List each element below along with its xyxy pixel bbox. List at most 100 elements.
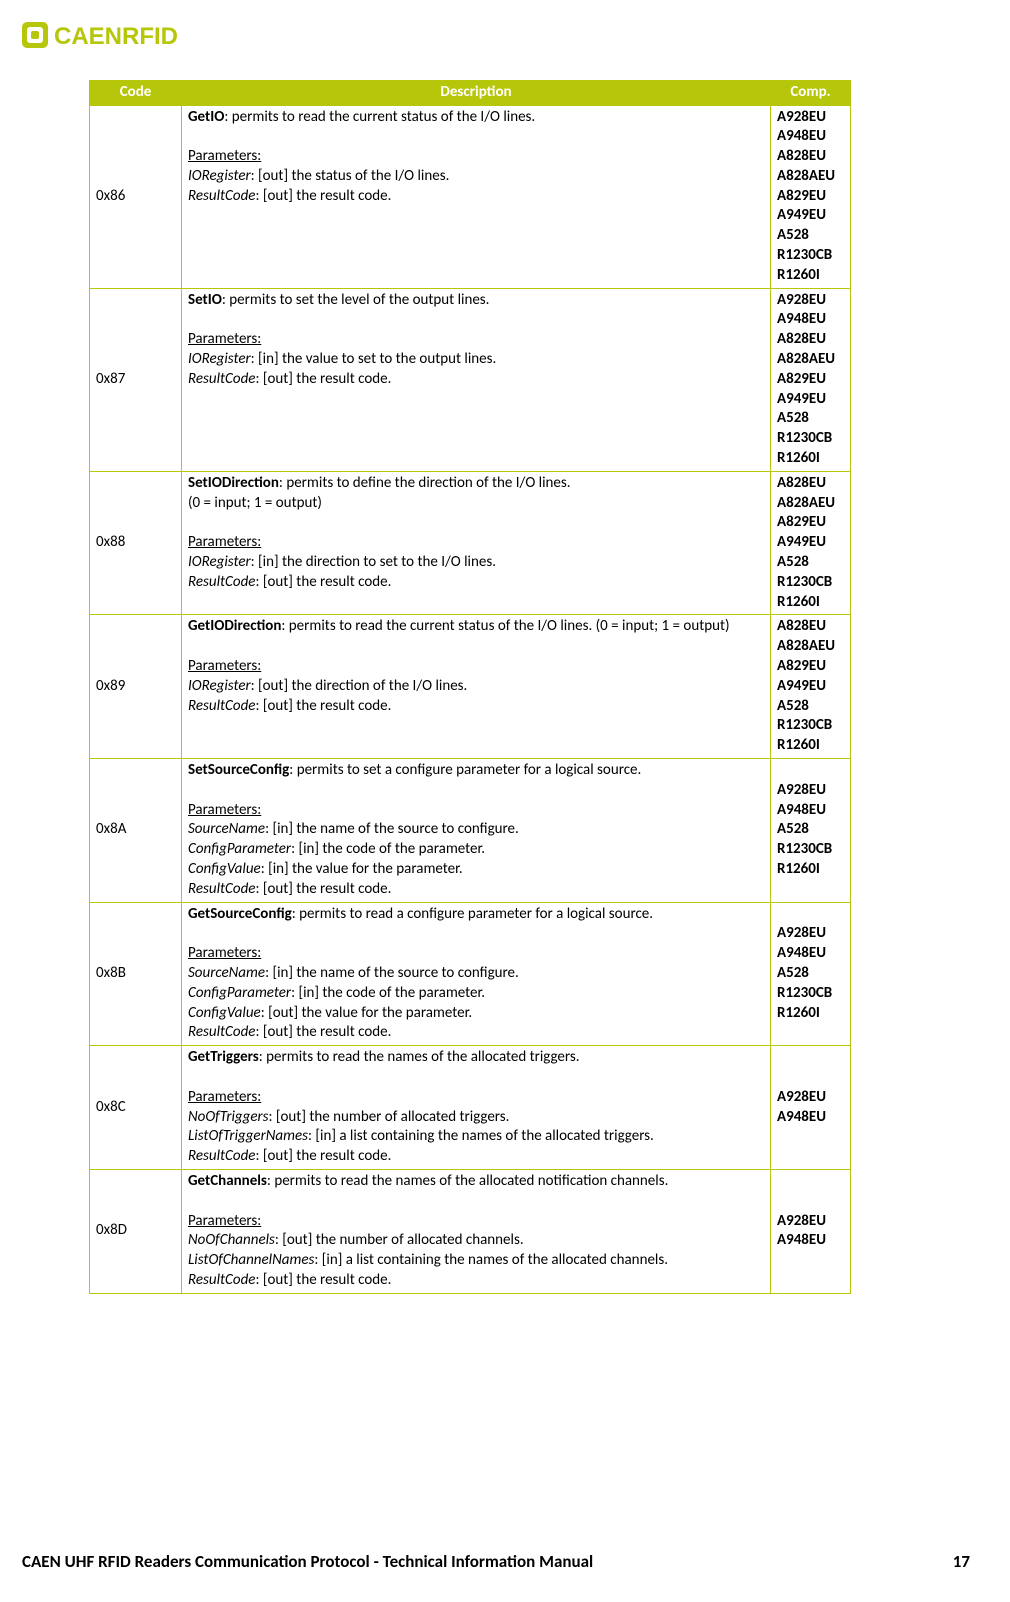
parameter-name: ResultCode [188,370,255,388]
parameter-line: ConfigValue: [out] the value for the par… [188,1004,764,1024]
table-row: 0x8DGetChannels: permits to read the nam… [90,1169,851,1293]
parameters-heading: Parameters: [188,944,764,964]
parameter-text: : [out] the result code. [255,697,391,715]
compatibility-cell: A928EUA948EUA828EUA828AEUA829EUA949EUA52… [771,288,851,471]
parameter-name: IORegister [188,167,251,185]
parameter-text: : [in] the value for the parameter. [261,860,463,878]
parameter-name: SourceName [188,820,265,838]
command-table: Code Description Comp. 0x86GetIO: permit… [89,80,851,1294]
parameter-text: : [out] the value for the parameter. [261,1004,472,1022]
command-summary: : permits to read the names of the alloc… [267,1172,668,1190]
parameter-name: ResultCode [188,1147,255,1165]
parameter-text: : [in] the value to set to the output li… [251,350,497,368]
description-cell: SetIO: permits to set the level of the o… [182,288,771,471]
parameter-text: : [out] the result code. [255,1147,391,1165]
parameter-line: ResultCode: [out] the result code. [188,187,764,207]
parameter-text: : [out] the result code. [255,573,391,591]
command-name: SetSourceConfig [188,761,289,779]
parameter-line: ConfigParameter: [in] the code of the pa… [188,984,764,1004]
command-summary: : permits to define the direction of the… [279,474,571,492]
parameter-line: IORegister: [out] the direction of the I… [188,677,764,697]
compatibility-cell: A928EUA948EUA528R1230CBR1260I [771,759,851,903]
compatibility-cell: A928EUA948EUA828EUA828AEUA829EUA949EUA52… [771,105,851,288]
parameter-line: NoOfTriggers: [out] the number of alloca… [188,1108,764,1128]
parameter-name: ConfigParameter [188,840,291,858]
parameter-line: ListOfChannelNames: [in] a list containi… [188,1251,764,1271]
document-page: CAENRFID Code Description Comp. 0x86GetI… [0,0,1010,1602]
parameter-text: : [out] the number of allocated triggers… [269,1108,510,1126]
compatibility-cell: A828EUA828AEUA829EUA949EUA528R1230CBR126… [771,471,851,615]
parameters-heading: Parameters: [188,1088,764,1108]
command-name: SetIODirection [188,474,279,492]
parameter-name: ListOfTriggerNames [188,1127,308,1145]
parameter-name: IORegister [188,677,251,695]
parameters-heading: Parameters: [188,330,764,350]
description-cell: GetIO: permits to read the current statu… [182,105,771,288]
parameter-line: ListOfTriggerNames: [in] a list containi… [188,1127,764,1147]
parameters-heading: Parameters: [188,801,764,821]
command-summary: : permits to set a configure parameter f… [289,761,641,779]
command-name: GetChannels [188,1172,267,1190]
code-cell: 0x89 [90,615,182,759]
table-row: 0x89GetIODirection: permits to read the … [90,615,851,759]
compatibility-cell: A928EUA948EUA528R1230CBR1260I [771,902,851,1046]
parameter-line: SourceName: [in] the name of the source … [188,820,764,840]
table-row: 0x8CGetTriggers: permits to read the nam… [90,1046,851,1170]
col-header-desc: Description [182,81,771,106]
table-row: 0x8ASetSourceConfig: permits to set a co… [90,759,851,903]
description-cell: GetTriggers: permits to read the names o… [182,1046,771,1170]
footer-title: CAEN UHF RFID Readers Communication Prot… [22,1551,593,1572]
table-row: 0x8BGetSourceConfig: permits to read a c… [90,902,851,1046]
parameter-name: ConfigValue [188,860,261,878]
compatibility-cell: A928EUA948EU [771,1046,851,1170]
command-summary: : permits to read the current status of … [224,108,535,126]
code-cell: 0x88 [90,471,182,615]
code-cell: 0x87 [90,288,182,471]
command-name: GetTriggers [188,1048,259,1066]
parameter-text: : [out] the result code. [255,187,391,205]
description-cell: GetSourceConfig: permits to read a confi… [182,902,771,1046]
parameter-line: ResultCode: [out] the result code. [188,697,764,717]
parameter-text: : [in] the code of the parameter. [291,984,485,1002]
code-cell: 0x8A [90,759,182,903]
table-row: 0x88 SetIODirection: permits to define th… [90,471,851,615]
command-summary: : permits to read a configure parameter … [292,905,653,923]
parameter-line: ConfigValue: [in] the value for the para… [188,860,764,880]
parameter-line: IORegister: [out] the status of the I/O … [188,167,764,187]
parameter-line: ResultCode: [out] the result code. [188,370,764,390]
parameter-line: NoOfChannels: [out] the number of alloca… [188,1231,764,1251]
col-header-code: Code [90,81,182,106]
table-body: 0x86GetIO: permits to read the current s… [90,105,851,1293]
description-cell: SetSourceConfig: permits to set a config… [182,759,771,903]
parameter-name: ResultCode [188,1271,255,1289]
parameter-text: : [out] the direction of the I/O lines. [251,677,468,695]
caenrfid-logo-icon: CAENRFID [22,22,240,52]
page-number: 17 [953,1551,970,1572]
parameter-name: SourceName [188,964,265,982]
parameter-name: ListOfChannelNames [188,1251,314,1269]
parameters-heading: Parameters: [188,657,764,677]
parameter-name: ResultCode [188,1023,255,1041]
parameters-heading: Parameters: [188,1212,764,1232]
command-name: GetIO [188,108,224,126]
command-extra: (0 = input; 1 = output) [188,494,764,514]
parameter-text: : [out] the result code. [255,1271,391,1289]
code-cell: 0x8B [90,902,182,1046]
parameter-name: ConfigValue [188,1004,261,1022]
parameters-heading: Parameters: [188,147,764,167]
command-name: GetSourceConfig [188,905,292,923]
parameter-line: ResultCode: [out] the result code. [188,880,764,900]
parameter-text: : [in] a list containing the names of th… [314,1251,668,1269]
parameter-text: : [in] the name of the source to configu… [265,820,519,838]
code-cell: 0x8C [90,1046,182,1170]
parameter-text: : [out] the status of the I/O lines. [251,167,450,185]
code-cell: 0x8D [90,1169,182,1293]
compatibility-cell: A928EUA948EU [771,1169,851,1293]
parameter-line: IORegister: [in] the direction to set to… [188,553,764,573]
parameter-line: ResultCode: [out] the result code. [188,573,764,593]
parameter-text: : [in] the name of the source to configu… [265,964,519,982]
description-cell: GetChannels: permits to read the names o… [182,1169,771,1293]
parameter-name: ResultCode [188,573,255,591]
parameter-name: NoOfChannels [188,1231,275,1249]
brand-text: CAENRFID [54,23,178,50]
